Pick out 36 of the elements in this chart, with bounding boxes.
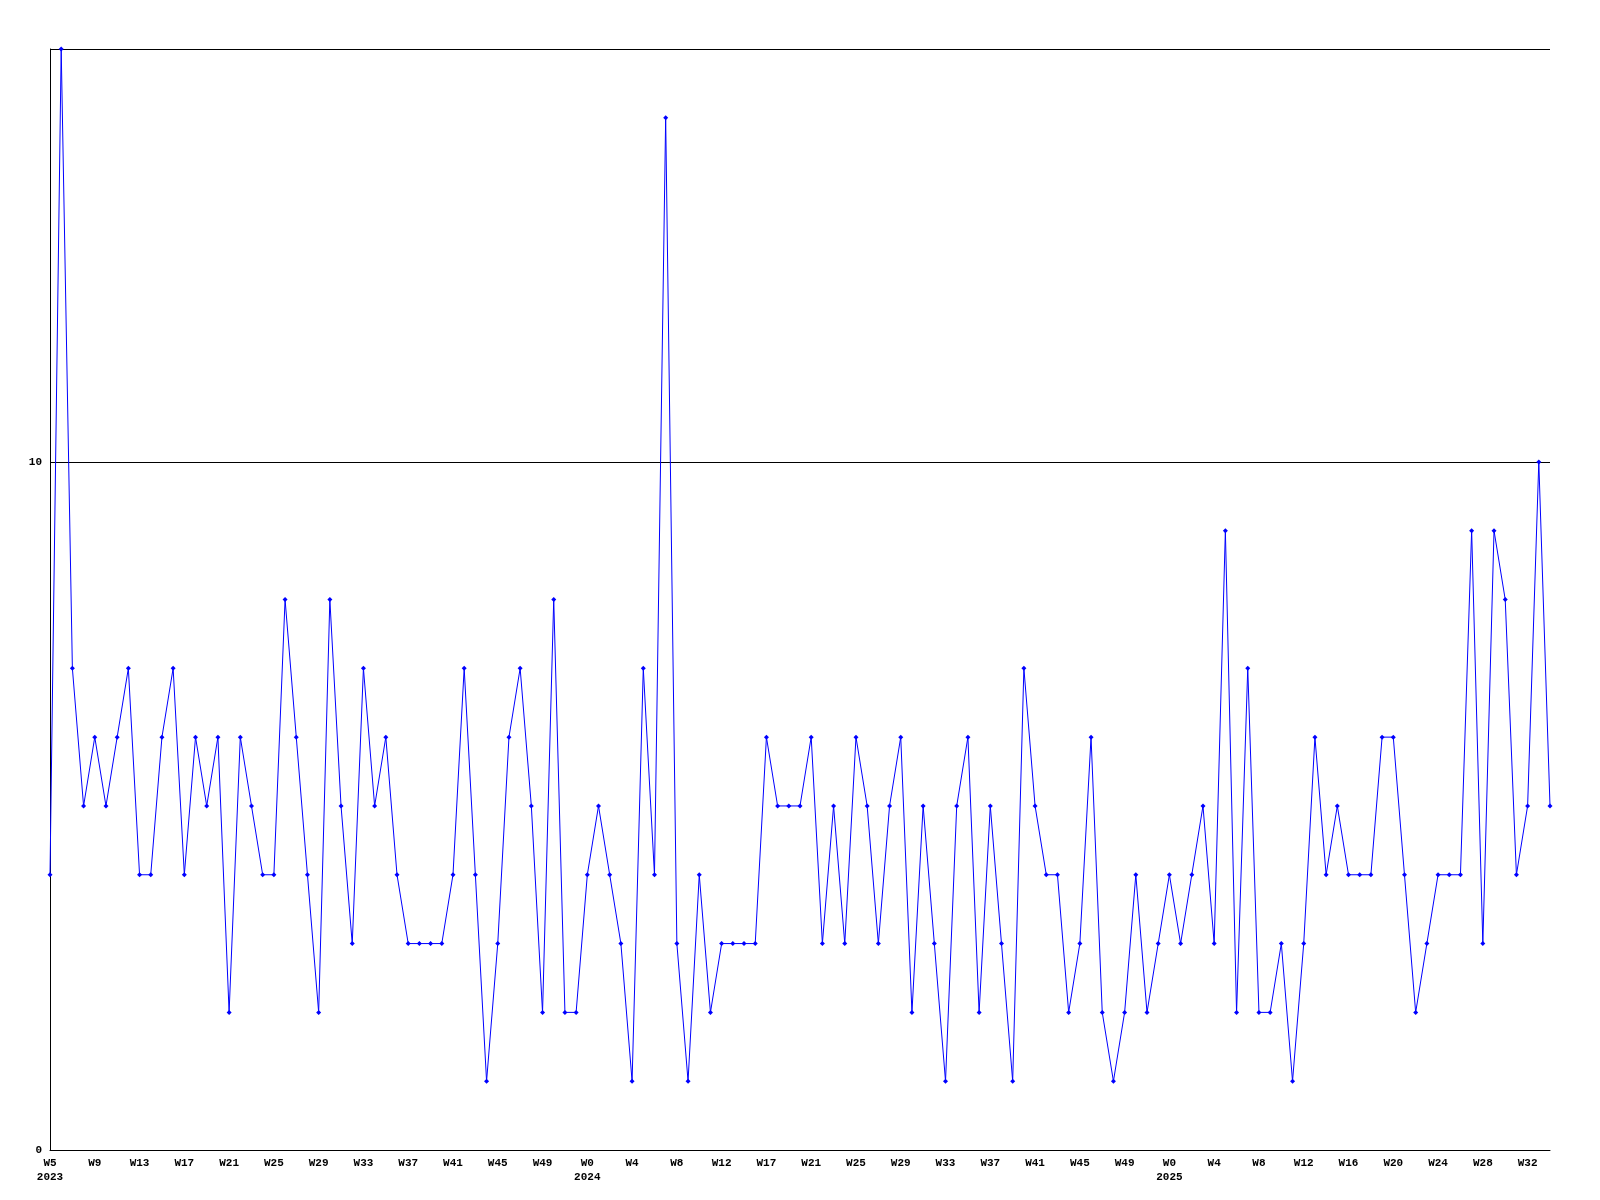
x-tick-label: W25: [846, 1157, 867, 1169]
x-tick-label: W0 2025: [1156, 1157, 1183, 1183]
x-tick-label: W12: [711, 1157, 732, 1169]
x-tick-label: W4: [625, 1157, 640, 1169]
x-tick-label: W4: [1207, 1157, 1222, 1169]
x-tick-label: W8: [1252, 1157, 1266, 1169]
x-tick-label: W49: [1114, 1157, 1135, 1169]
x-tick-label: W21: [801, 1157, 822, 1169]
x-tick-label: W5 2023: [36, 1157, 64, 1183]
x-tick-label: W24: [1428, 1157, 1449, 1169]
x-tick-label: W21: [219, 1157, 240, 1169]
x-tick-label: W49: [532, 1157, 553, 1169]
x-tick-label: W37: [980, 1157, 1001, 1169]
x-tick-label: W0 2024: [574, 1157, 601, 1183]
x-tick-label: W37: [398, 1157, 419, 1169]
x-tick-label: W12: [1293, 1157, 1314, 1169]
x-tick-label: W25: [263, 1157, 285, 1169]
x-tick-label: W41: [443, 1157, 464, 1169]
x-tick-label: W29: [308, 1157, 329, 1169]
x-tick-label: W17: [756, 1157, 777, 1169]
x-tick-label: W9: [88, 1157, 102, 1169]
y-tick-label: 0: [35, 1144, 42, 1156]
x-tick-label: W45: [487, 1157, 509, 1169]
x-tick-label: W28: [1472, 1157, 1494, 1169]
x-tick-label: W32: [1517, 1157, 1538, 1169]
x-tick-label: W13: [129, 1157, 150, 1169]
x-tick-label: W33: [935, 1157, 956, 1169]
x-tick-label: W8: [670, 1157, 684, 1169]
x-tick-label: W33: [353, 1157, 374, 1169]
x-tick-label: W16: [1338, 1157, 1359, 1169]
x-tick-label: W17: [174, 1157, 195, 1169]
x-tick-label: W29: [890, 1157, 911, 1169]
x-tick-label: W41: [1025, 1157, 1046, 1169]
x-tick-label: W45: [1069, 1157, 1091, 1169]
x-tick-label: W20: [1383, 1157, 1404, 1169]
y-tick-label: 10: [28, 455, 42, 468]
